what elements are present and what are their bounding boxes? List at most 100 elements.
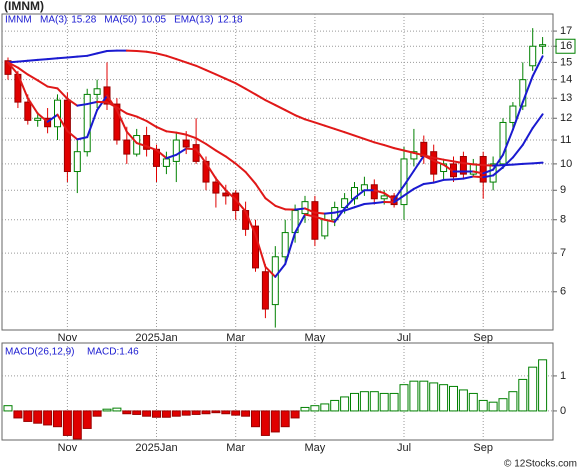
- candle-body: [54, 99, 61, 128]
- ma-line-segment: [155, 52, 168, 57]
- macd-bar: [340, 396, 350, 412]
- ma-line-segment: [363, 202, 376, 205]
- ma-line-segment: [353, 202, 366, 209]
- macd-bar: [359, 391, 369, 412]
- ma-line-segment: [66, 97, 79, 107]
- macd-bar: [419, 380, 429, 412]
- macd-subtitle: MACD:1.46: [87, 347, 139, 358]
- ma-line-segment: [56, 56, 69, 60]
- ma-line-segment: [442, 178, 455, 181]
- macd-bar: [439, 384, 449, 412]
- ma-line-segment: [195, 148, 207, 165]
- macd-bar: [538, 359, 548, 412]
- ma-line-segment: [353, 189, 366, 199]
- candle-body: [63, 99, 71, 173]
- ma-line-segment: [323, 218, 336, 223]
- candle-body: [202, 160, 210, 183]
- x-tick-label: Jul: [397, 332, 411, 344]
- macd-bar: [290, 410, 300, 419]
- candle-body: [34, 117, 42, 121]
- candle-body: [479, 155, 487, 183]
- candle-body: [113, 103, 121, 141]
- macd-bar: [260, 410, 270, 436]
- ma-line-segment: [531, 113, 544, 130]
- y-tick-label: 1: [560, 370, 566, 382]
- ma-line-segment: [76, 54, 89, 58]
- ma-line-segment: [393, 184, 405, 201]
- y-tick-label: 10: [560, 158, 572, 170]
- macd-bar: [350, 392, 359, 412]
- ma-line-segment: [432, 159, 445, 166]
- ma-line-segment: [422, 181, 435, 185]
- macd-bar: [320, 403, 330, 412]
- candle-body: [172, 139, 180, 162]
- y-tick-label: 17: [560, 25, 572, 37]
- ma-line-segment: [323, 211, 336, 215]
- macd-bar: [409, 380, 419, 412]
- candle-body: [499, 121, 507, 165]
- candle-body: [212, 181, 220, 194]
- ma-line-segment: [422, 154, 435, 159]
- ma-line-segment: [155, 149, 168, 160]
- macd-bar: [23, 410, 33, 422]
- candle-body: [261, 271, 269, 310]
- x-tick-label: 2025Jan: [135, 442, 177, 454]
- macd-bar: [181, 410, 191, 416]
- ma-line-segment: [482, 168, 495, 175]
- macd-bar: [518, 378, 528, 412]
- ma-line-segment: [175, 58, 188, 64]
- candle-body: [410, 151, 418, 160]
- macd-bar: [468, 392, 478, 412]
- macd-bar: [458, 389, 468, 412]
- ma-line-segment: [531, 55, 544, 78]
- x-tick-label: Nov: [58, 442, 78, 454]
- ma-line-segment: [155, 125, 168, 133]
- ma-line-segment: [264, 99, 277, 107]
- ma-line-segment: [353, 134, 366, 140]
- candle-body: [93, 88, 101, 95]
- ma-line-segment: [185, 133, 198, 140]
- ma-line-segment: [205, 162, 217, 180]
- ma-line-segment: [412, 154, 425, 172]
- candle-body: [430, 151, 438, 175]
- candle-body: [222, 192, 230, 197]
- macd-bar: [161, 410, 171, 418]
- candle-body: [182, 139, 190, 148]
- macd-bar: [251, 410, 260, 428]
- candle-body: [73, 151, 81, 173]
- macd-bar: [171, 410, 181, 417]
- ma-line-segment: [36, 58, 49, 61]
- ma-line-segment: [304, 207, 316, 214]
- candle-body: [123, 139, 131, 155]
- ma-line-segment: [373, 200, 386, 205]
- candle-body: [380, 195, 388, 200]
- macd-bar: [132, 410, 142, 415]
- macd-bar: [201, 410, 211, 415]
- ma-line-segment: [135, 115, 148, 122]
- candle-body: [459, 155, 467, 175]
- macd-bar: [3, 405, 13, 412]
- candle-body: [311, 201, 319, 240]
- ma-line-segment: [442, 158, 455, 163]
- chart-title: (IMNM): [4, 0, 44, 13]
- ma-line-segment: [56, 87, 69, 100]
- ma-line-segment: [125, 130, 138, 145]
- ma-line-segment: [115, 109, 128, 133]
- ma-line-segment: [185, 147, 198, 151]
- ma-line-segment: [36, 79, 49, 88]
- macd-bar: [478, 399, 488, 412]
- candle-body: [24, 101, 32, 121]
- ma-line-segment: [36, 112, 49, 123]
- last-price-box: [555, 38, 576, 54]
- macd-bar: [72, 410, 82, 440]
- ma-line-segment: [294, 207, 306, 211]
- y-tick-label: 16: [560, 40, 572, 52]
- ma-line-segment: [175, 147, 188, 156]
- macd-bar: [310, 405, 320, 412]
- ma-line-segment: [26, 58, 39, 62]
- macd-bar: [300, 406, 310, 412]
- ma-line-segment: [195, 64, 207, 72]
- macd-bar: [43, 410, 53, 426]
- ma-line-segment: [224, 77, 237, 85]
